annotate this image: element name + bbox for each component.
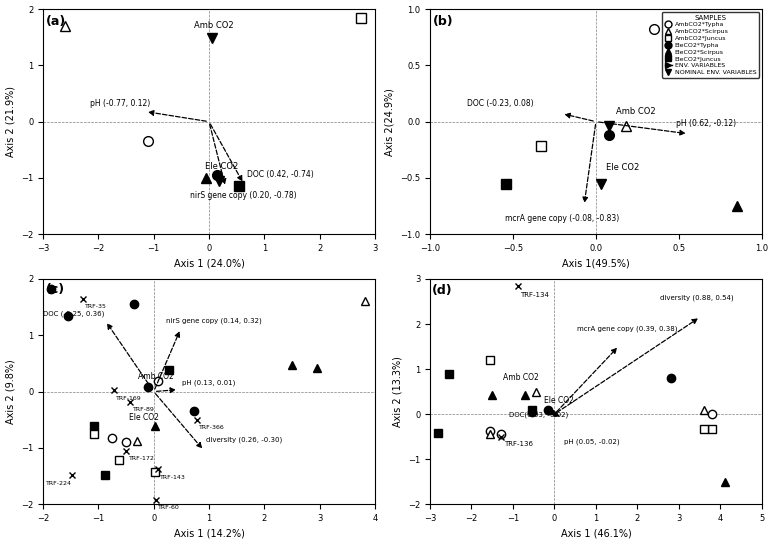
Text: pH (0.05, -0.02): pH (0.05, -0.02) <box>563 438 619 445</box>
Text: TRF-136: TRF-136 <box>504 441 533 447</box>
Text: TRF-60: TRF-60 <box>158 505 180 510</box>
Text: TRF-35: TRF-35 <box>84 304 107 310</box>
Text: TRF-134: TRF-134 <box>520 292 550 298</box>
Text: pH (0.13, 0.01): pH (0.13, 0.01) <box>183 380 236 386</box>
Text: DOC (-0.25, 0.36): DOC (-0.25, 0.36) <box>43 311 104 317</box>
Text: (b): (b) <box>433 15 454 28</box>
Text: diversity (0.88, 0.54): diversity (0.88, 0.54) <box>660 294 734 301</box>
X-axis label: Axis 1 (24.0%): Axis 1 (24.0%) <box>173 258 245 269</box>
Text: DOC(0.03, -0.02): DOC(0.03, -0.02) <box>509 411 568 418</box>
Text: diversity (0.26, -0.30): diversity (0.26, -0.30) <box>206 436 283 443</box>
Text: Amb CO2: Amb CO2 <box>502 373 539 382</box>
Text: Amb CO2: Amb CO2 <box>616 107 656 116</box>
Text: DOC (-0.23, 0.08): DOC (-0.23, 0.08) <box>467 99 533 108</box>
Text: (c): (c) <box>46 283 65 296</box>
Text: TRF-172: TRF-172 <box>128 456 155 461</box>
Text: nirS gene copy (0.20, -0.78): nirS gene copy (0.20, -0.78) <box>190 190 296 200</box>
Text: TRF-366: TRF-366 <box>199 425 224 430</box>
Text: TRF-169: TRF-169 <box>116 396 142 401</box>
Text: (d): (d) <box>432 285 453 298</box>
Text: pH (-0.77, 0.12): pH (-0.77, 0.12) <box>90 99 150 108</box>
X-axis label: Axis 1(49.5%): Axis 1(49.5%) <box>562 258 630 269</box>
Text: TRF-143: TRF-143 <box>160 475 187 480</box>
Text: Amb CO2: Amb CO2 <box>139 372 174 381</box>
Text: mcrA gene copy (-0.08, -0.83): mcrA gene copy (-0.08, -0.83) <box>505 214 619 222</box>
Text: nirS gene copy (0.14, 0.32): nirS gene copy (0.14, 0.32) <box>166 318 262 324</box>
Y-axis label: Axis 2(24.9%): Axis 2(24.9%) <box>385 88 395 156</box>
Text: TRF-89: TRF-89 <box>132 407 155 412</box>
Text: DOC (0.42, -0.74): DOC (0.42, -0.74) <box>247 170 313 179</box>
Text: mcrA gene copy (0.39, 0.38): mcrA gene copy (0.39, 0.38) <box>577 326 678 332</box>
Text: Amb CO2: Amb CO2 <box>194 21 233 30</box>
Text: Ele CO2: Ele CO2 <box>544 396 574 405</box>
Text: (a): (a) <box>46 15 66 28</box>
Y-axis label: Axis 2 (13.3%): Axis 2 (13.3%) <box>392 356 402 427</box>
Legend: AmbCO2*Typha, AmbCO2*Scirpus, AmbCO2*Juncus, EleCO2*Typha, EleCO2*Scirpus, EleCO: AmbCO2*Typha, AmbCO2*Scirpus, AmbCO2*Jun… <box>662 12 759 78</box>
Y-axis label: Axis 2 (21.9%): Axis 2 (21.9%) <box>5 86 15 157</box>
Text: pH (0.62, -0.12): pH (0.62, -0.12) <box>676 119 736 128</box>
Text: Ele CO2: Ele CO2 <box>204 162 238 171</box>
X-axis label: Axis 1 (46.1%): Axis 1 (46.1%) <box>560 528 632 539</box>
X-axis label: Axis 1 (14.2%): Axis 1 (14.2%) <box>173 528 245 539</box>
Text: Ele CO2: Ele CO2 <box>606 163 639 172</box>
Text: TRF-224: TRF-224 <box>46 480 72 486</box>
Text: Ele CO2: Ele CO2 <box>128 413 159 422</box>
Y-axis label: Axis 2 (9.8%): Axis 2 (9.8%) <box>5 359 15 424</box>
